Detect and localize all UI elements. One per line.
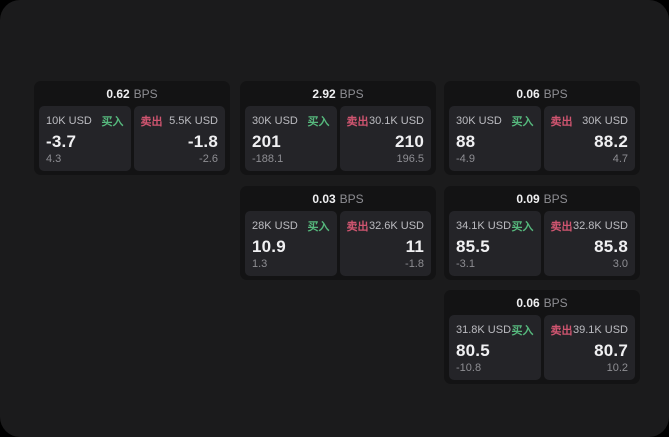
- buy-price: 88: [456, 131, 476, 151]
- buy-panel[interactable]: 30K USD 买入 201 -188.1: [245, 106, 337, 171]
- buy-panel[interactable]: 10K USD 买入 -3.7 4.3: [39, 106, 131, 171]
- buy-price: -3.7: [46, 131, 77, 151]
- sell-amount: 30.1K USD: [368, 115, 424, 127]
- sell-side-label: 卖出: [550, 116, 573, 128]
- sell-amount: 5.5K USD: [169, 115, 218, 127]
- buy-price: 85.5: [456, 236, 490, 256]
- sell-delta: 3.0: [612, 258, 628, 270]
- buy-panel[interactable]: 34.1K USD 买入 85.5 -3.1: [449, 211, 541, 276]
- buy-amount: 10K USD: [46, 115, 92, 127]
- card-header: 2.92 BPS: [245, 81, 431, 106]
- quote-card: 2.92 BPS 30K USD 买入 201 -188.1 卖出 30.1K …: [240, 81, 436, 175]
- quote-card: 0.62 BPS 10K USD 买入 -3.7 4.3 卖出 5.5K USD…: [34, 81, 230, 175]
- quote-card: 0.06 BPS 30K USD 买入 88 -4.9 卖出 30K USD 8…: [444, 81, 640, 175]
- sell-side-label: 卖出: [550, 325, 573, 337]
- quote-card: 0.09 BPS 34.1K USD 买入 85.5 -3.1 卖出 32.8K…: [444, 186, 640, 280]
- sell-panel[interactable]: 卖出 39.1K USD 80.7 10.2: [543, 315, 635, 380]
- buy-side-label: 买入: [307, 221, 330, 233]
- sell-side-label: 卖出: [550, 221, 573, 233]
- card-header: 0.62 BPS: [39, 81, 225, 106]
- spread-unit-label: BPS: [543, 86, 568, 101]
- sell-panel[interactable]: 卖出 30.1K USD 210 196.5: [339, 106, 431, 171]
- sell-panel[interactable]: 卖出 32.8K USD 85.8 3.0: [543, 211, 635, 276]
- buy-side-label: 买入: [511, 116, 534, 128]
- buy-side-label: 买入: [101, 116, 124, 128]
- sell-side-label: 卖出: [346, 221, 369, 233]
- sell-side-label: 卖出: [346, 116, 369, 128]
- card-header: 0.03 BPS: [245, 186, 431, 211]
- buy-delta: 4.3: [46, 153, 62, 165]
- buy-price: 201: [252, 131, 281, 151]
- spread-value: 0.06: [516, 86, 540, 101]
- buy-amount: 30K USD: [252, 115, 298, 127]
- sell-delta: 4.7: [612, 153, 628, 165]
- sell-delta: 10.2: [606, 362, 628, 374]
- sell-price: 80.7: [594, 340, 628, 360]
- spread-value: 0.62: [106, 86, 130, 101]
- quote-card: 0.06 BPS 31.8K USD 买入 80.5 -10.8 卖出 39.1…: [444, 290, 640, 384]
- spread-value: 0.06: [516, 295, 540, 310]
- buy-amount: 30K USD: [456, 115, 502, 127]
- spread-unit-label: BPS: [543, 191, 568, 206]
- buy-panel[interactable]: 31.8K USD 买入 80.5 -10.8: [449, 315, 541, 380]
- buy-amount: 31.8K USD: [456, 324, 512, 336]
- sell-delta: -1.8: [405, 258, 424, 270]
- sell-price: -1.8: [187, 131, 218, 151]
- sell-side-label: 卖出: [140, 116, 163, 128]
- sell-delta: -2.6: [199, 153, 218, 165]
- sell-price: 85.8: [594, 236, 628, 256]
- buy-panel[interactable]: 28K USD 买入 10.9 1.3: [245, 211, 337, 276]
- spread-unit-label: BPS: [133, 86, 158, 101]
- buy-side-label: 买入: [307, 116, 330, 128]
- card-header: 0.09 BPS: [449, 186, 635, 211]
- quote-card: 0.03 BPS 28K USD 买入 10.9 1.3 卖出 32.6K US…: [240, 186, 436, 280]
- spread-unit-label: BPS: [543, 295, 568, 310]
- card-header: 0.06 BPS: [449, 81, 635, 106]
- sell-delta: 196.5: [396, 153, 424, 165]
- sell-panel[interactable]: 卖出 32.6K USD 11 -1.8: [339, 211, 431, 276]
- buy-delta: 1.3: [252, 258, 268, 270]
- spread-unit-label: BPS: [339, 191, 364, 206]
- buy-delta: -4.9: [456, 153, 475, 165]
- spread-value: 2.92: [312, 86, 336, 101]
- sell-amount: 32.8K USD: [572, 220, 628, 232]
- buy-side-label: 买入: [511, 325, 534, 337]
- sell-amount: 30K USD: [582, 115, 628, 127]
- card-header: 0.06 BPS: [449, 290, 635, 315]
- buy-delta: -3.1: [456, 258, 475, 270]
- spread-value: 0.09: [516, 191, 540, 206]
- sell-price: 210: [395, 131, 424, 151]
- sell-panel[interactable]: 卖出 30K USD 88.2 4.7: [543, 106, 635, 171]
- sell-amount: 32.6K USD: [368, 220, 424, 232]
- spread-unit-label: BPS: [339, 86, 364, 101]
- buy-delta: -188.1: [252, 153, 284, 165]
- buy-delta: -10.8: [456, 362, 482, 374]
- buy-price: 10.9: [252, 236, 286, 256]
- sell-price: 11: [405, 236, 424, 256]
- buy-price: 80.5: [456, 340, 490, 360]
- buy-side-label: 买入: [511, 221, 534, 233]
- buy-amount: 28K USD: [252, 220, 298, 232]
- spread-value: 0.03: [312, 191, 336, 206]
- buy-amount: 34.1K USD: [456, 220, 512, 232]
- buy-panel[interactable]: 30K USD 买入 88 -4.9: [449, 106, 541, 171]
- sell-amount: 39.1K USD: [572, 324, 628, 336]
- sell-price: 88.2: [594, 131, 628, 151]
- sell-panel[interactable]: 卖出 5.5K USD -1.8 -2.6: [133, 106, 225, 171]
